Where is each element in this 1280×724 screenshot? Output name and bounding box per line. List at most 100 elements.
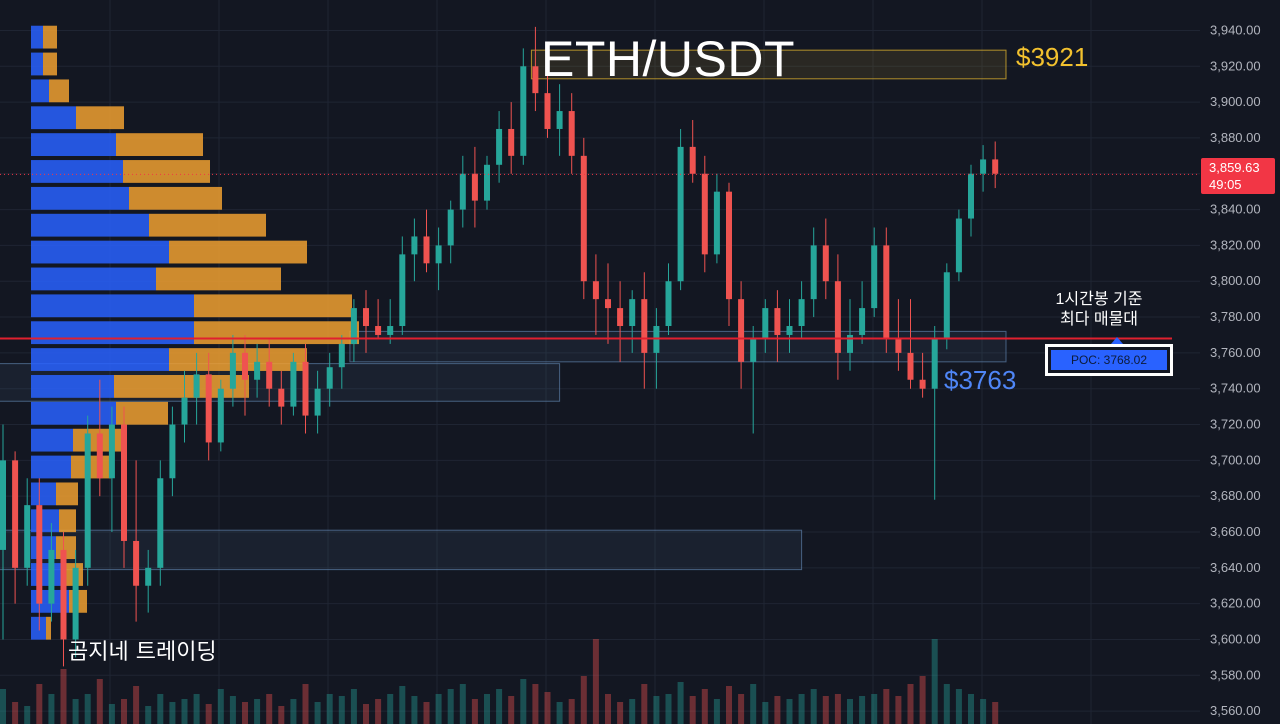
volume-bar	[290, 699, 297, 724]
candle-body	[689, 146, 696, 174]
profile-buy-bar	[31, 133, 116, 156]
poc-note-line-1: 1시간봉 기준	[1055, 291, 1143, 308]
candle-body	[810, 245, 817, 300]
last-price-tag: 3,859.63 49:05	[1201, 158, 1275, 194]
candle-body	[617, 308, 624, 327]
volume-bar	[822, 696, 829, 724]
profile-sell-bar	[169, 240, 307, 264]
volume-bar	[895, 696, 902, 724]
y-tick-label: 3,680.00	[1210, 488, 1261, 503]
price-axis[interactable]: 3,940.003,920.003,900.003,880.003,860.00…	[1210, 22, 1261, 718]
volume-bar	[302, 684, 309, 724]
profile-sell-bar	[56, 482, 78, 506]
volume-bar	[943, 684, 950, 724]
candle-body	[774, 308, 781, 335]
candle-body	[834, 281, 841, 353]
profile-buy-bar	[31, 160, 123, 183]
volume-bar	[108, 704, 115, 724]
y-tick-label: 3,940.00	[1210, 22, 1261, 37]
candle-body	[677, 146, 684, 282]
volume-bar	[859, 696, 866, 724]
price-zone	[0, 529, 803, 571]
y-tick-label: 3,820.00	[1210, 237, 1261, 252]
volume-bar	[363, 704, 369, 724]
candle-body	[84, 433, 91, 568]
candle-body	[435, 245, 442, 264]
candle-body	[943, 272, 950, 339]
volume-bar	[399, 686, 406, 724]
volume-bar	[266, 694, 273, 724]
candle-body	[217, 388, 224, 443]
y-tick-label: 3,700.00	[1210, 452, 1261, 467]
profile-sell-bar	[194, 321, 359, 345]
candles	[0, 26, 999, 667]
candle-body	[36, 505, 43, 604]
volume-bar	[544, 692, 551, 724]
candle-body	[641, 299, 648, 353]
volume-bar	[350, 689, 357, 724]
volume-bar	[798, 694, 805, 724]
candle-body	[508, 128, 515, 156]
volume-bar	[471, 699, 478, 724]
volume-bar	[762, 702, 769, 724]
profile-sell-bar	[76, 106, 124, 130]
candle-body	[254, 361, 261, 380]
candle-body	[931, 338, 938, 389]
volume-bar	[484, 694, 490, 724]
profile-sell-bar	[43, 25, 57, 49]
y-tick-label: 3,580.00	[1210, 667, 1261, 682]
volume-bar	[592, 639, 599, 724]
volume-bar	[157, 694, 164, 724]
profile-buy-bar	[31, 375, 114, 398]
volume-bar	[254, 699, 261, 724]
y-tick-label: 3,660.00	[1210, 524, 1261, 539]
y-tick-label: 3,780.00	[1210, 309, 1261, 324]
volume-bar	[205, 704, 212, 724]
volume-bar	[193, 694, 200, 724]
candle-body	[399, 254, 406, 327]
volume-bar	[665, 694, 672, 724]
brand-watermark: 곰지네 트레이딩	[68, 640, 217, 665]
candle-body	[24, 505, 31, 568]
volume-bar	[629, 699, 636, 724]
candle-body	[580, 155, 587, 282]
candle-body	[980, 159, 987, 174]
candle-body	[60, 549, 67, 640]
last-price-value: 3,859.63	[1209, 160, 1260, 175]
candle-body	[121, 424, 127, 541]
candle-body	[532, 66, 539, 94]
candle-body	[302, 361, 309, 416]
y-tick-label: 3,900.00	[1210, 94, 1261, 109]
candle-body	[726, 191, 732, 300]
profile-sell-bar	[43, 52, 57, 76]
y-tick-label: 3,800.00	[1210, 273, 1261, 288]
profile-buy-bar	[31, 563, 61, 586]
candle-body	[895, 338, 902, 353]
volume-bar	[713, 699, 720, 724]
candle-body	[242, 352, 248, 380]
candle-body	[0, 460, 6, 550]
candle-body	[701, 173, 708, 255]
candle-body	[266, 361, 273, 389]
level-lines	[0, 173, 1200, 340]
profile-sell-bar	[49, 79, 69, 103]
candle-body	[145, 567, 152, 586]
profile-buy-bar	[31, 186, 129, 210]
volume-bar	[641, 684, 648, 724]
volume-bar	[278, 706, 285, 724]
volume-bar	[169, 702, 176, 724]
volume-bar	[338, 696, 345, 724]
profile-buy-bar	[31, 455, 71, 479]
volume-bar	[907, 684, 914, 724]
candle-body	[108, 424, 115, 479]
profile-sell-bar	[46, 616, 51, 640]
candle-body	[290, 361, 297, 407]
volume-bar	[387, 694, 394, 724]
candle-body	[907, 352, 914, 380]
volume-bar	[580, 676, 587, 724]
candle-body	[447, 209, 454, 246]
profile-buy-bar	[31, 25, 43, 49]
candle-body	[738, 299, 745, 362]
candle-body	[750, 338, 757, 362]
